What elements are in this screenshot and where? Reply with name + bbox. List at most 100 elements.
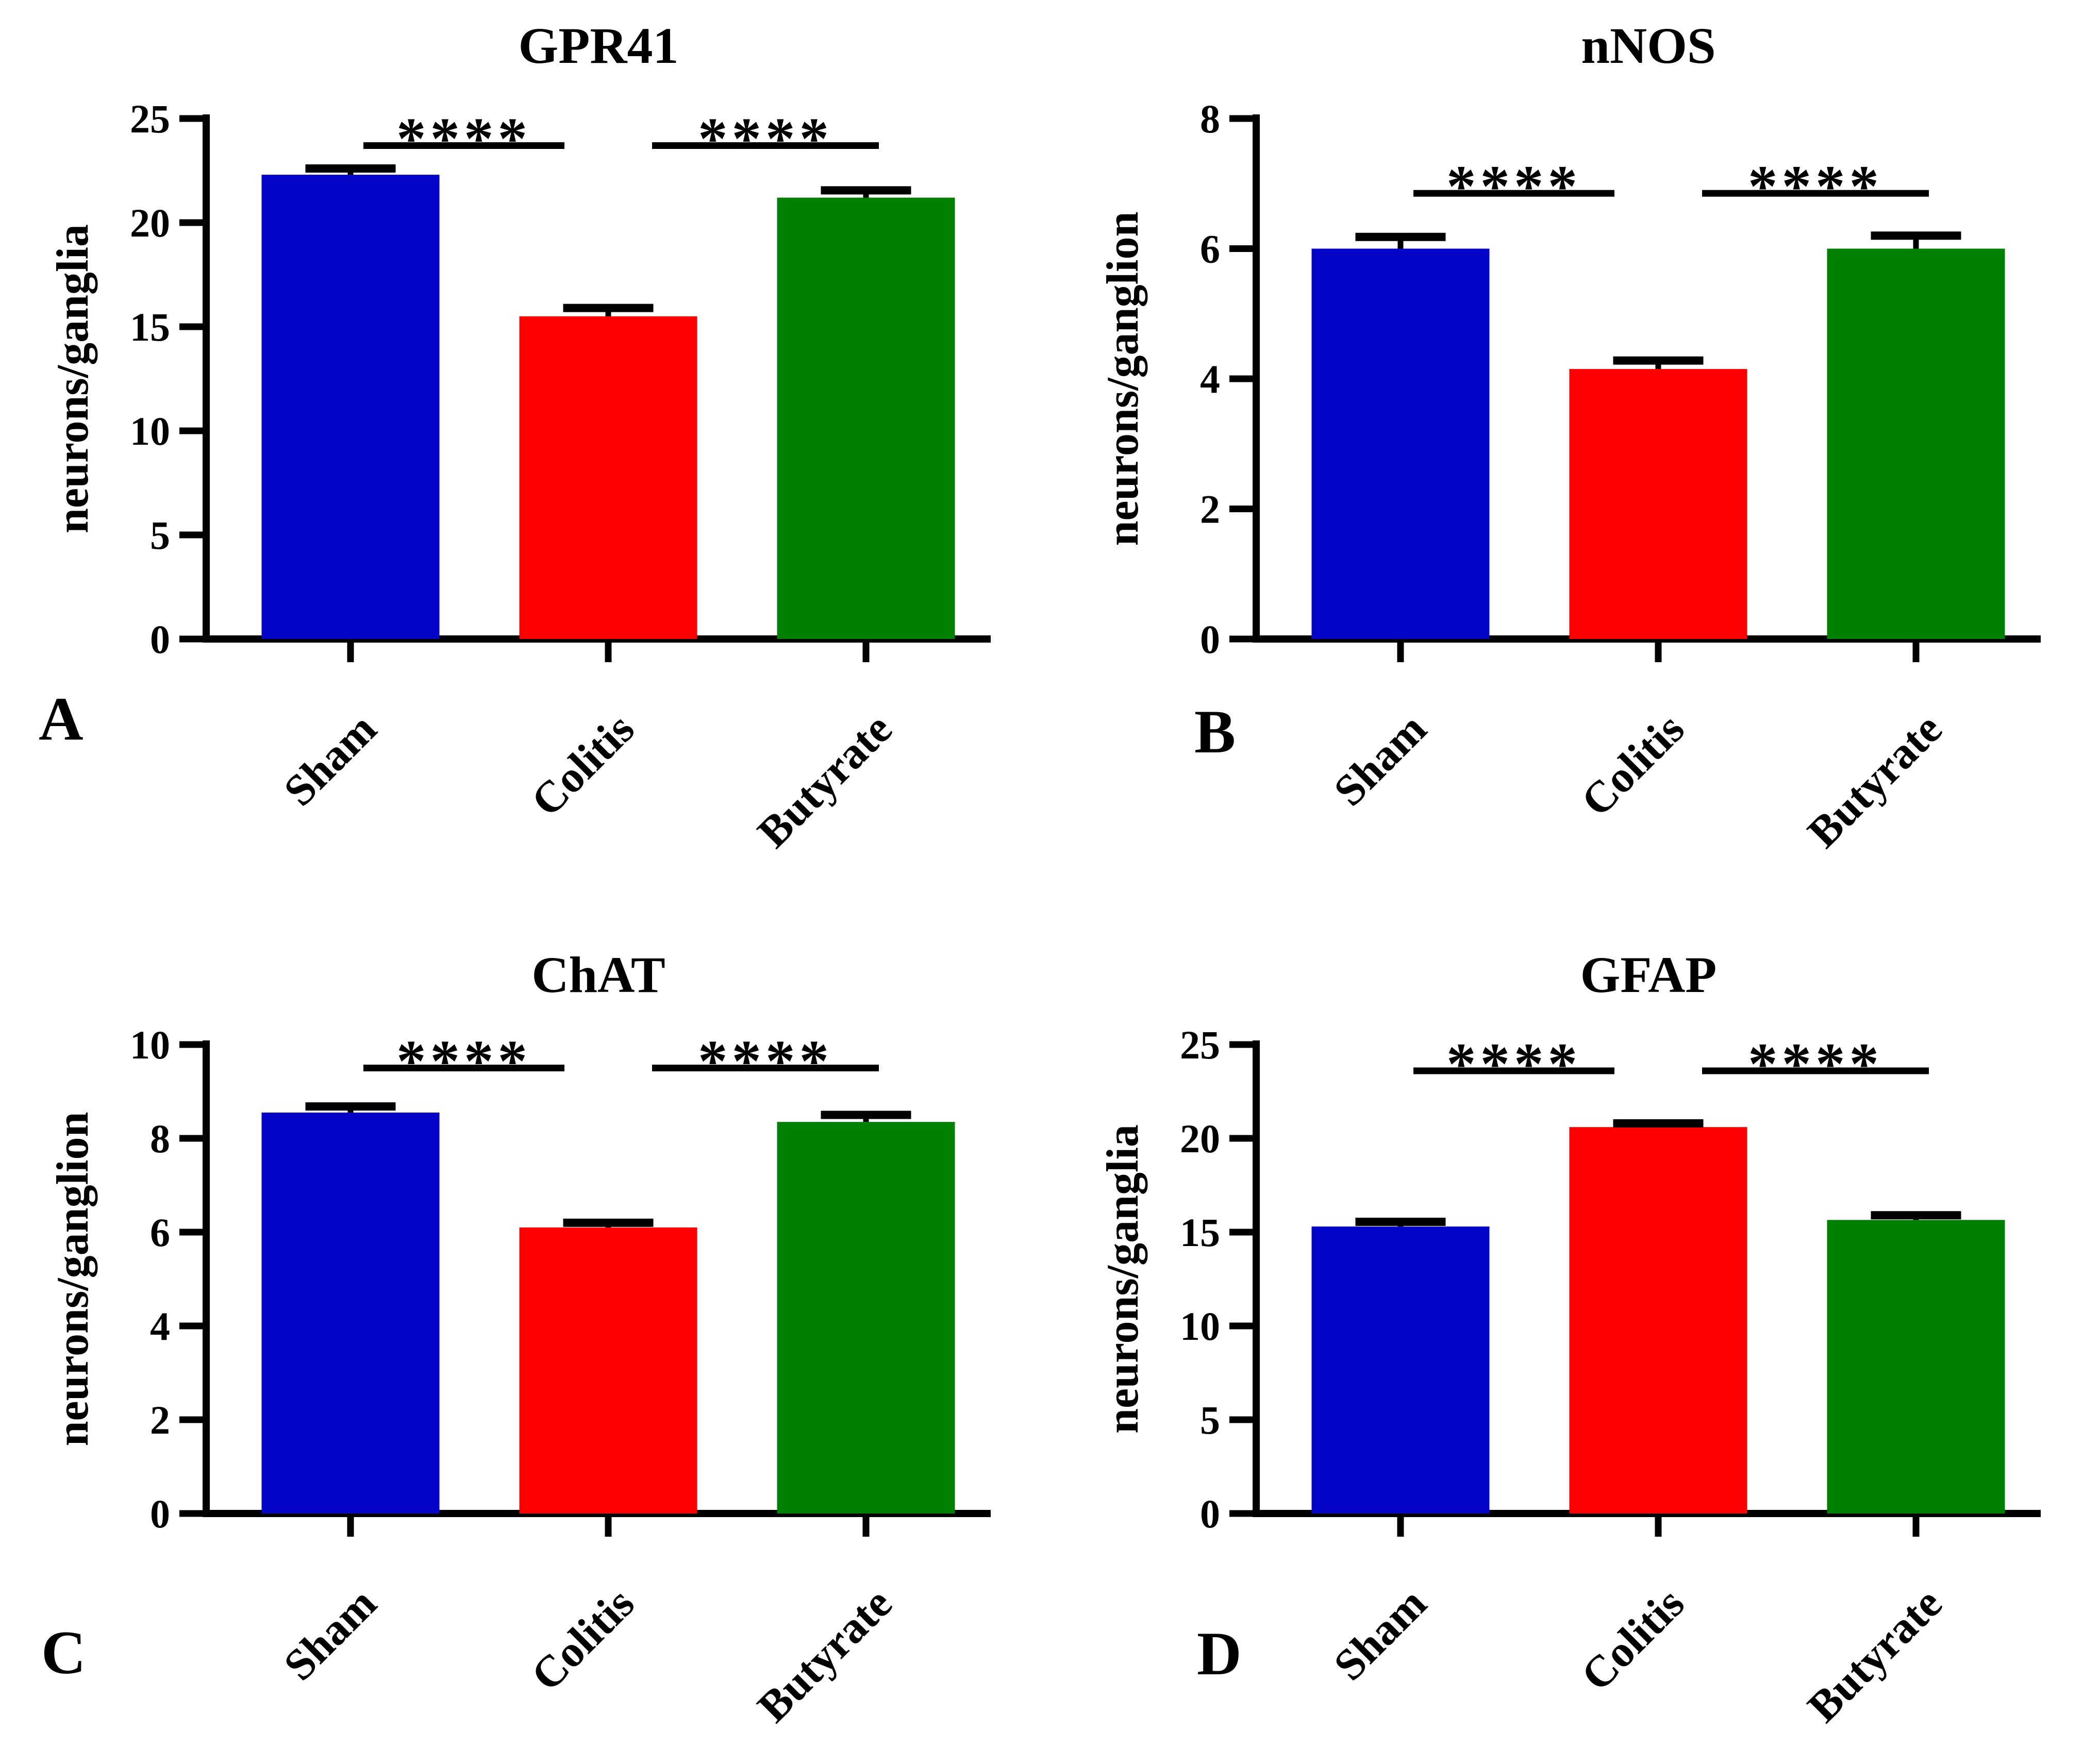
- x-tick: [1397, 1517, 1404, 1537]
- chart-chat: ChAT neurons/ganglion 0 2 4 6 8 10 Sham Colitis Bu…: [41, 946, 991, 1732]
- significance-stars: ****: [1748, 154, 1883, 219]
- chart-gfap: GFAP neurons/ganglia 0 5 10 15 20 25 Sham Colitis…: [1098, 946, 2041, 1732]
- y-tick-label: 0: [1200, 1491, 1220, 1536]
- significance-bracket: [1413, 190, 1614, 197]
- error-bar-line: [1913, 236, 1919, 249]
- y-tick: [1229, 245, 1253, 252]
- significance-bracket: [363, 142, 564, 149]
- x-tick: [347, 643, 354, 662]
- bar-sham: [1311, 1226, 1490, 1513]
- error-bar-cap: [1355, 232, 1446, 241]
- y-tick: [1229, 1135, 1253, 1142]
- y-tick-label: 20: [130, 200, 170, 245]
- significance-bracket: [1702, 190, 1929, 197]
- bar-colitis: [1569, 1127, 1747, 1513]
- error-bar-cap: [821, 186, 911, 195]
- chart-gpr41: GPR41 neurons/ganglia 0 5 10 15 20 25 Sham Coliti…: [39, 17, 991, 857]
- y-tick: [1229, 375, 1253, 382]
- y-axis-label: neurons/ganglia: [48, 224, 98, 533]
- y-axis-label: neurons/ganglion: [1098, 212, 1148, 546]
- y-tick-label: 25: [130, 96, 170, 141]
- x-tick: [605, 643, 612, 662]
- y-tick-label: 2: [1200, 487, 1220, 532]
- y-tick-label: 6: [150, 1210, 170, 1255]
- y-tick: [179, 531, 203, 539]
- chart-title: GFAP: [1580, 946, 1717, 1003]
- chart-nnos: nNOS neurons/ganglion 0 2 4 6 8 Sham Colitis Buty…: [1098, 17, 2041, 857]
- x-tick: [347, 1517, 354, 1537]
- panel-d-gfap: GFAP neurons/ganglia 0 5 10 15 20 25 Sham Colitis…: [1050, 874, 2100, 1749]
- error-bar-cap: [305, 1102, 396, 1111]
- y-axis-line: [203, 1040, 210, 1517]
- y-tick-label: 15: [130, 305, 170, 349]
- significance-stars: ****: [1446, 1031, 1581, 1097]
- y-axis-line: [1253, 1040, 1260, 1517]
- x-category-label: Colitis: [522, 1578, 644, 1701]
- error-bar-cap: [305, 164, 396, 173]
- x-category-label: Sham: [1324, 1578, 1436, 1690]
- y-tick-label: 5: [1200, 1398, 1220, 1442]
- y-axis-label: neurons/ganglion: [48, 1112, 98, 1447]
- x-tick: [862, 1517, 870, 1537]
- y-tick: [1229, 506, 1253, 512]
- y-tick: [179, 115, 203, 122]
- y-tick: [1229, 1322, 1253, 1330]
- y-tick: [179, 1135, 203, 1142]
- bar-butyrate: [777, 1122, 955, 1513]
- significance-stars: ****: [396, 1029, 531, 1094]
- bar-butyrate: [1827, 248, 2005, 639]
- panel-letter: B: [1194, 697, 1236, 766]
- y-tick-label: 25: [1180, 1022, 1220, 1067]
- error-bar-cap: [1871, 231, 1961, 240]
- panel-a-gpr41: GPR41 neurons/ganglia 0 5 10 15 20 25 Sham Coliti…: [0, 0, 1050, 874]
- y-tick-label: 0: [150, 1491, 170, 1536]
- x-tick: [1912, 1517, 1920, 1537]
- significance-stars: ****: [1446, 154, 1581, 219]
- error-bar-cap: [1613, 1119, 1704, 1128]
- panel-c-chat: ChAT neurons/ganglion 0 2 4 6 8 10 Sham Colitis Bu…: [0, 874, 1050, 1749]
- bar-colitis: [519, 316, 697, 639]
- y-tick-label: 0: [1200, 617, 1220, 662]
- y-tick: [179, 1322, 203, 1330]
- y-tick-label: 15: [1180, 1210, 1220, 1255]
- y-tick: [179, 1510, 203, 1517]
- significance-stars: ****: [698, 1029, 833, 1094]
- y-tick: [179, 1229, 203, 1236]
- y-axis-label: neurons/ganglia: [1098, 1124, 1148, 1434]
- chart-title: GPR41: [518, 17, 678, 74]
- x-tick: [1655, 643, 1662, 662]
- bar-sham: [1311, 248, 1490, 639]
- x-category-label: Butyrate: [1798, 704, 1952, 857]
- y-tick: [1229, 635, 1253, 643]
- bar-sham: [261, 1112, 440, 1513]
- x-category-label: Butyrate: [748, 1578, 902, 1732]
- panel-letter: A: [39, 684, 84, 753]
- x-tick: [1912, 643, 1920, 662]
- bar-butyrate: [1827, 1220, 2005, 1513]
- bar-butyrate: [777, 197, 955, 639]
- y-tick: [179, 219, 203, 226]
- y-tick-label: 8: [1200, 96, 1220, 141]
- error-bar-line: [605, 308, 611, 316]
- bar-sham: [261, 175, 440, 640]
- error-bar-cap: [821, 1111, 911, 1119]
- bar-colitis: [519, 1227, 697, 1513]
- significance-bracket: [363, 1065, 564, 1071]
- y-tick: [1229, 1510, 1253, 1517]
- significance-bracket: [652, 1065, 879, 1071]
- y-tick-label: 10: [1180, 1304, 1220, 1349]
- x-tick: [1397, 643, 1404, 662]
- y-tick: [179, 427, 203, 434]
- y-axis-line: [203, 114, 210, 643]
- significance-bracket: [1702, 1067, 1929, 1074]
- significance-bracket: [1413, 1067, 1614, 1074]
- x-category-label: Butyrate: [1798, 1578, 1952, 1732]
- y-tick: [1229, 1416, 1253, 1423]
- x-category-label: Colitis: [522, 704, 644, 826]
- error-bar-cap: [1613, 356, 1704, 365]
- y-tick-label: 4: [1200, 357, 1220, 401]
- y-tick-label: 2: [150, 1398, 170, 1442]
- y-tick-label: 10: [130, 409, 170, 453]
- chart-title: ChAT: [531, 946, 665, 1003]
